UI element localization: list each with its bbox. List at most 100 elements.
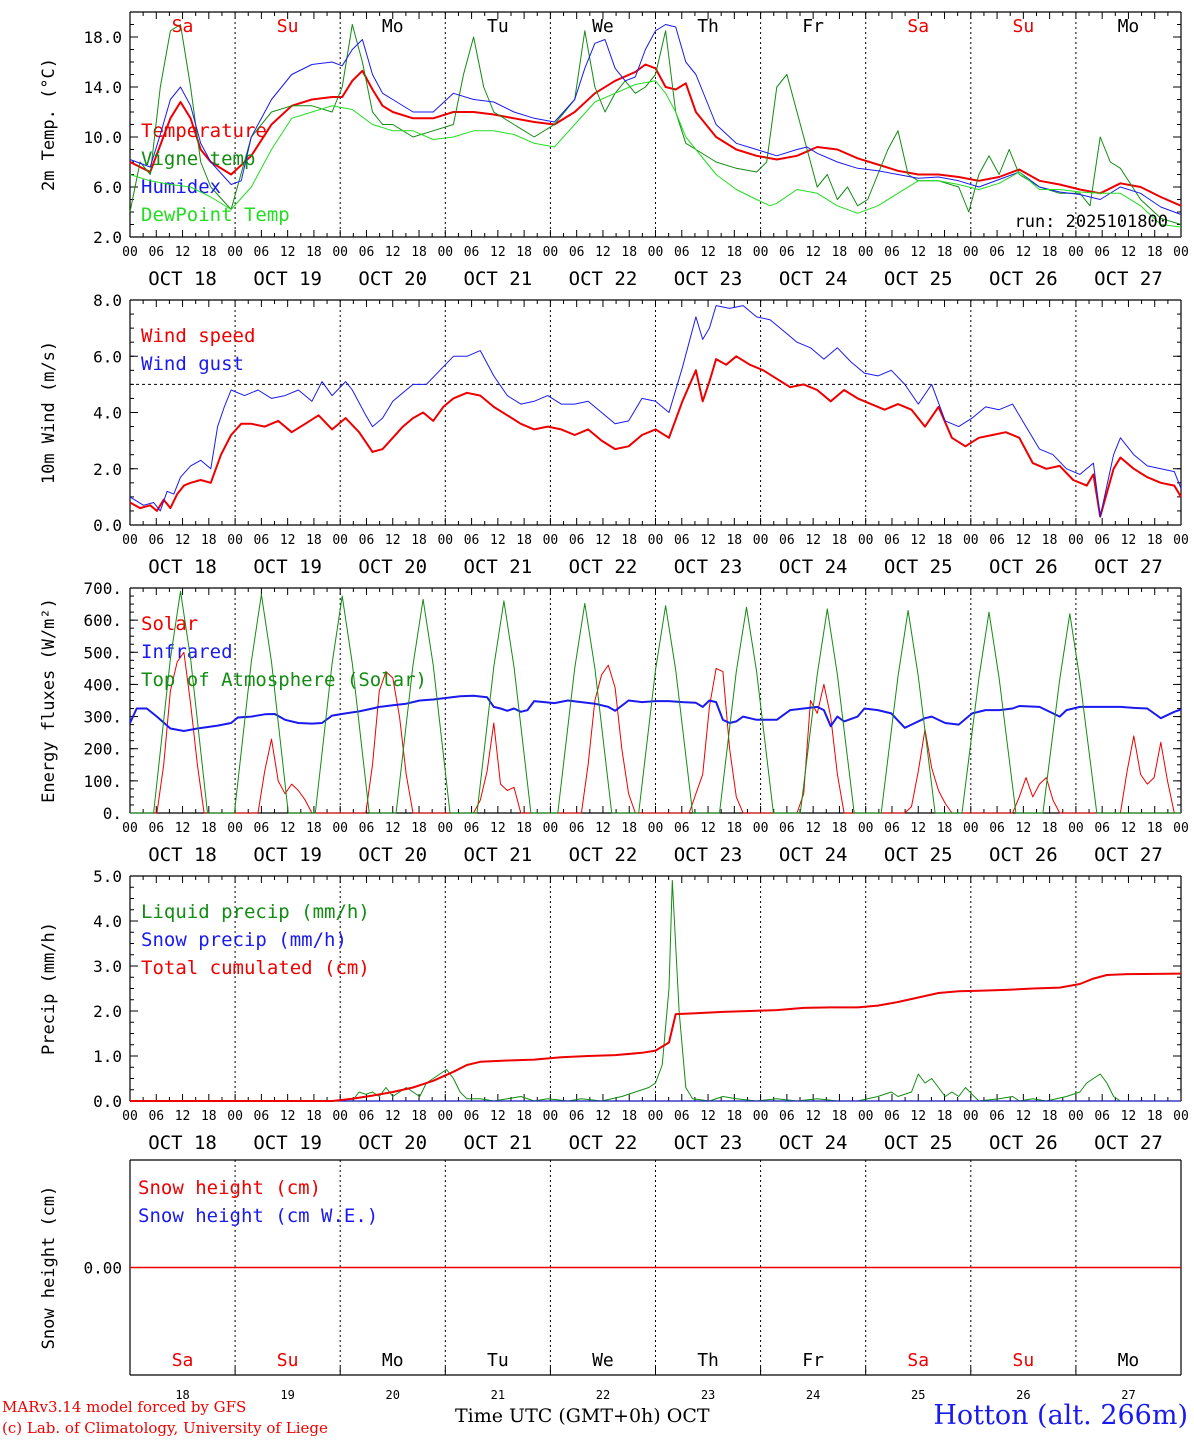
x-hour-label: 00 xyxy=(753,821,769,836)
legend-entry: Temperature xyxy=(141,120,267,142)
legend-entry: Total cumulated (cm) xyxy=(141,957,370,979)
x-day-number: 26 xyxy=(1016,1388,1030,1402)
x-hour-label: 18 xyxy=(201,1109,217,1124)
x-hour-label: 12 xyxy=(805,821,821,836)
legend-entry: Infrared xyxy=(141,641,233,663)
x-date-label: OCT 25 xyxy=(884,1132,953,1154)
day-name-label: Mo xyxy=(382,16,404,37)
x-hour-label: 06 xyxy=(464,1109,480,1124)
x-date-label: OCT 23 xyxy=(674,1132,743,1154)
x-hour-label: 00 xyxy=(1068,245,1084,260)
x-hour-label: 12 xyxy=(490,533,506,548)
x-hour-label: 12 xyxy=(280,245,296,260)
x-hour-label: 18 xyxy=(411,821,427,836)
x-hour-label: 00 xyxy=(753,533,769,548)
y-tick-label: 10.0 xyxy=(83,128,122,147)
station-name: Hotton (alt. 266m) xyxy=(933,1400,1188,1431)
legend-entry: Snow height (cm) xyxy=(138,1177,321,1199)
x-hour-label: 12 xyxy=(385,533,401,548)
x-date-label: OCT 20 xyxy=(358,556,427,578)
day-name-label: Fr xyxy=(802,16,824,37)
x-hour-label: 12 xyxy=(175,245,191,260)
x-date-label: OCT 22 xyxy=(569,1132,638,1154)
y-tick-label: 3.0 xyxy=(93,957,122,976)
x-hour-label: 18 xyxy=(832,533,848,548)
series-vigne-temp xyxy=(129,24,1182,225)
x-hour-label: 00 xyxy=(227,245,243,260)
x-hour-label: 06 xyxy=(989,533,1005,548)
x-date-label: OCT 27 xyxy=(1094,268,1163,290)
x-hour-label: 18 xyxy=(411,1109,427,1124)
x-hour-label: 12 xyxy=(700,245,716,260)
x-hour-label: 12 xyxy=(1016,533,1032,548)
x-hour-label: 18 xyxy=(621,533,637,548)
x-date-label: OCT 25 xyxy=(884,268,953,290)
series-infrared xyxy=(129,694,1182,732)
x-hour-label: 00 xyxy=(437,245,453,260)
x-hour-label: 18 xyxy=(1147,245,1163,260)
x-hour-label: 18 xyxy=(621,1109,637,1124)
x-hour-label: 00 xyxy=(963,245,979,260)
x-hour-label: 18 xyxy=(1042,821,1058,836)
x-date-label: OCT 18 xyxy=(148,268,217,290)
y-tick-label: 0.0 xyxy=(93,516,122,535)
x-hour-label: 00 xyxy=(227,533,243,548)
x-hour-label: 18 xyxy=(1042,245,1058,260)
legend-entry: Wind speed xyxy=(141,325,255,347)
x-date-label: OCT 19 xyxy=(253,844,322,866)
x-date-label: OCT 24 xyxy=(779,844,848,866)
y-tick-label: 8.0 xyxy=(93,291,122,310)
x-hour-label: 00 xyxy=(963,533,979,548)
day-name-label: Su xyxy=(277,1350,299,1371)
x-hour-label: 18 xyxy=(411,533,427,548)
x-hour-label: 12 xyxy=(1016,245,1032,260)
x-hour-label: 00 xyxy=(1173,1109,1189,1124)
x-hour-label: 00 xyxy=(227,821,243,836)
day-name-label: We xyxy=(592,1350,614,1371)
x-hour-label: 12 xyxy=(700,533,716,548)
y-tick-label: 100. xyxy=(83,772,122,791)
x-hour-label: 12 xyxy=(280,821,296,836)
x-hour-label: 00 xyxy=(1068,1109,1084,1124)
x-hour-label: 00 xyxy=(122,1109,138,1124)
x-date-label: OCT 20 xyxy=(358,268,427,290)
x-hour-label: 06 xyxy=(1094,533,1110,548)
x-hour-label: 06 xyxy=(254,1109,270,1124)
x-date-label: OCT 18 xyxy=(148,1132,217,1154)
day-name-label: Mo xyxy=(382,1350,404,1371)
x-hour-label: 06 xyxy=(674,1109,690,1124)
x-date-label: OCT 26 xyxy=(989,844,1058,866)
credit-model: MARv3.14 model forced by GFS xyxy=(2,1398,247,1416)
day-name-label: Tu xyxy=(487,1350,509,1371)
x-date-label: OCT 23 xyxy=(674,268,743,290)
day-name-label: Sa xyxy=(907,16,929,37)
x-hour-label: 00 xyxy=(122,821,138,836)
x-day-number: 27 xyxy=(1121,1388,1135,1402)
panel-snow: 0.00 Snow height (cm) Snow height (cm) Snow… xyxy=(39,1159,1182,1402)
x-hour-label: 18 xyxy=(726,533,742,548)
x-day-number: 24 xyxy=(806,1388,820,1402)
x-hour-label: 06 xyxy=(464,533,480,548)
x-hour-label: 06 xyxy=(1094,245,1110,260)
x-hour-label: 18 xyxy=(726,245,742,260)
y-axis-title: Precip (mm/h) xyxy=(39,922,59,1055)
legend-entry: Liquid precip (mm/h) xyxy=(141,901,370,923)
x-hour-label: 00 xyxy=(1173,245,1189,260)
y-tick-label: 1.0 xyxy=(93,1047,122,1066)
x-hour-label: 12 xyxy=(595,821,611,836)
x-hour-label: 18 xyxy=(306,821,322,836)
x-date-label: OCT 21 xyxy=(464,268,533,290)
x-hour-label: 06 xyxy=(359,821,375,836)
x-hour-label: 18 xyxy=(1147,821,1163,836)
x-hour-label: 00 xyxy=(122,245,138,260)
x-day-number: 22 xyxy=(596,1388,610,1402)
credit-lab: (c) Lab. of Climatology, University of L… xyxy=(2,1419,328,1437)
series-total-cumulated-cm xyxy=(130,972,1182,1102)
legend-entry: DewPoint Temp xyxy=(141,204,290,226)
day-name-label: Sa xyxy=(907,1350,929,1371)
x-hour-label: 18 xyxy=(621,821,637,836)
x-hour-label: 00 xyxy=(1068,821,1084,836)
x-hour-label: 18 xyxy=(201,821,217,836)
x-axis-title-text: Time UTC (GMT+0h) xyxy=(455,1405,661,1427)
x-hour-label: 12 xyxy=(175,1109,191,1124)
